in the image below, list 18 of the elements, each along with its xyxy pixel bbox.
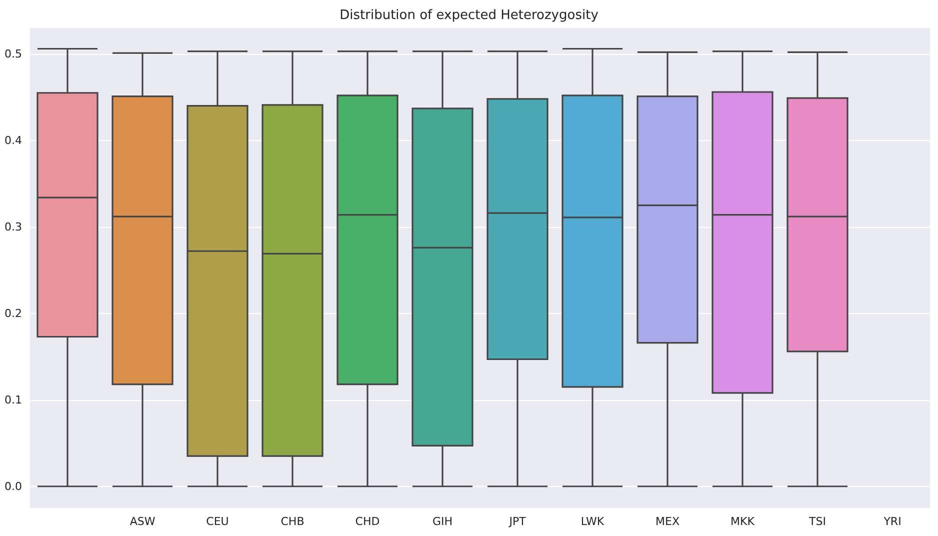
y-tick-label: 0.5 <box>4 47 22 60</box>
y-tick-label: 0.1 <box>4 393 22 406</box>
x-tick-label: MEX <box>656 515 680 528</box>
x-tick-label: CHD <box>355 515 380 528</box>
x-tick-label: MKK <box>730 515 756 528</box>
y-tick-label: 0.3 <box>4 220 22 234</box>
x-tick-label: JPT <box>508 515 526 528</box>
x-tick-label: ASW <box>130 515 156 528</box>
y-tick-label: 0.4 <box>4 134 22 147</box>
x-tick-label: LWK <box>580 515 605 528</box>
y-tick-label: 0.2 <box>4 306 22 320</box>
x-tick-label: GIH <box>432 515 453 528</box>
y-tick-label: 0.0 <box>4 480 22 493</box>
x-tick-label: YRI <box>882 515 902 528</box>
x-tick-label: CEU <box>206 515 229 528</box>
chart-title: Distribution of expected Heterozygosity <box>340 8 599 23</box>
x-tick-label: CHB <box>280 515 304 528</box>
x-tick-label: TSI <box>808 515 826 528</box>
